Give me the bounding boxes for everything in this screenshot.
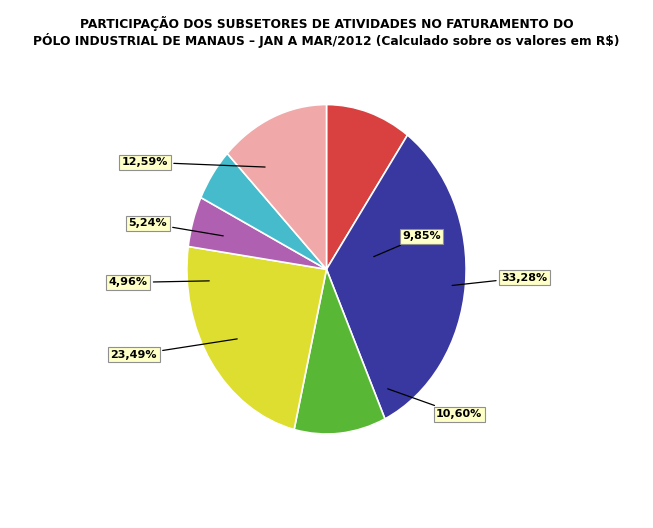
Text: 4,96%: 4,96% bbox=[109, 277, 209, 287]
Wedge shape bbox=[294, 269, 385, 434]
Wedge shape bbox=[201, 154, 326, 269]
Wedge shape bbox=[188, 197, 326, 269]
Text: 12,59%: 12,59% bbox=[122, 157, 265, 167]
Wedge shape bbox=[187, 247, 326, 429]
Text: 9,85%: 9,85% bbox=[374, 231, 441, 257]
Wedge shape bbox=[326, 135, 466, 419]
Text: 23,49%: 23,49% bbox=[110, 339, 237, 360]
Wedge shape bbox=[227, 105, 326, 269]
Text: 33,28%: 33,28% bbox=[452, 272, 548, 286]
Text: PARTICIPAÇÃO DOS SUBSETORES DE ATIVIDADES NO FATURAMENTO DO
PÓLO INDUSTRIAL DE M: PARTICIPAÇÃO DOS SUBSETORES DE ATIVIDADE… bbox=[33, 16, 620, 48]
Text: 10,60%: 10,60% bbox=[388, 389, 483, 419]
Text: 5,24%: 5,24% bbox=[129, 218, 223, 236]
Wedge shape bbox=[326, 105, 407, 269]
